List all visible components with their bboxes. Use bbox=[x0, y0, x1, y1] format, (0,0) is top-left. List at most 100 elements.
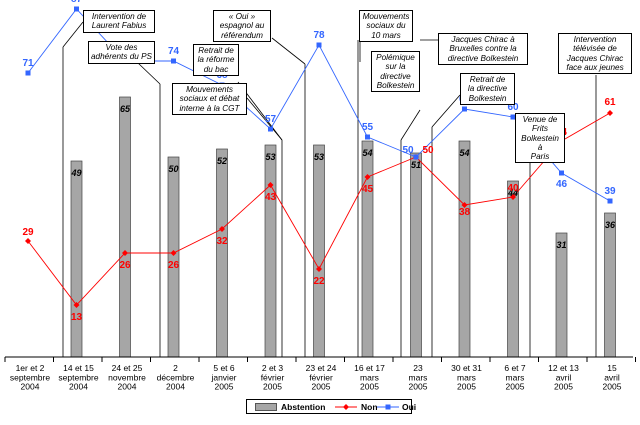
annotation-line: face aux jeunes bbox=[566, 62, 624, 72]
event-leader-line bbox=[62, 21, 84, 48]
abstention-value-label: 54 bbox=[362, 148, 372, 158]
legend-non-label: Non bbox=[361, 402, 378, 412]
oui-point bbox=[74, 6, 79, 12]
legend-abstention-swatch bbox=[255, 403, 277, 411]
annotation-line: interne à la CGT bbox=[179, 103, 240, 113]
annotation-chirac-bruxelles: Jacques Chirac à Bruxelles contre la direc… bbox=[438, 33, 528, 65]
x-tick-label: 6 et 7 mars 2005 bbox=[504, 363, 526, 392]
annotation-line: Frits bbox=[532, 124, 548, 134]
annotation-line: Mouvements bbox=[186, 85, 233, 94]
abstention-value-label: 51 bbox=[411, 160, 421, 170]
non-point bbox=[364, 174, 371, 180]
x-tick-label: 2 décembre 2004 bbox=[157, 363, 195, 392]
x-tick-label-line: 14 et 15 bbox=[63, 363, 94, 373]
abstention-bar bbox=[167, 156, 180, 358]
annotation-line: Bolkestein bbox=[376, 80, 415, 90]
non-value-label: 22 bbox=[313, 276, 325, 287]
oui-value-label: 74 bbox=[168, 46, 180, 57]
annotation-mouvements-10-mars: Mouvements sociaux du 10 mars bbox=[359, 10, 413, 42]
oui-value-label: 55 bbox=[362, 122, 374, 133]
x-tick-label: 15 avril 2005 bbox=[603, 363, 622, 392]
x-tick-label-line: décembre bbox=[157, 372, 195, 382]
oui-value-label: 57 bbox=[265, 114, 277, 125]
abstention-value-label: 44 bbox=[507, 188, 518, 198]
legend-oui-label: Oui bbox=[402, 402, 417, 412]
x-tick-label: 5 et 6 janvier 2005 bbox=[210, 363, 236, 392]
x-tick-label-line: 2005 bbox=[409, 382, 428, 392]
x-tick-label-line: 2005 bbox=[312, 382, 331, 392]
annotation-line: sociaux du bbox=[366, 21, 406, 31]
annotation-line: Intervention bbox=[573, 35, 617, 44]
annotation-line: Retrait de bbox=[469, 75, 506, 84]
annotation-line: Retrait de bbox=[198, 46, 234, 55]
oui-point bbox=[510, 114, 516, 120]
abstention-bar bbox=[216, 148, 228, 358]
x-tick-label-line: 23 et 24 bbox=[306, 363, 337, 373]
abstention-bar bbox=[604, 212, 616, 358]
non-point bbox=[510, 194, 516, 200]
annotation-vote-ps: Vote des adhérents du PS bbox=[88, 41, 155, 64]
x-tick-label-line: 2005 bbox=[603, 382, 622, 392]
legend: Abstention Non Oui bbox=[246, 399, 416, 414]
annotation-line: Intervention de bbox=[91, 12, 147, 21]
x-tick-label-line: février bbox=[309, 372, 333, 382]
x-tick-label-line: 24 et 25 bbox=[112, 363, 143, 373]
non-point bbox=[73, 302, 80, 308]
annotation-line: Jacques Chirac bbox=[566, 53, 624, 63]
abstention-bar bbox=[70, 160, 83, 358]
abstention-bars bbox=[70, 96, 616, 358]
x-tick-label-line: 2004 bbox=[166, 382, 185, 392]
abstention-value-label: 54 bbox=[459, 148, 469, 158]
annotation-line: Bruxelles contre la bbox=[449, 44, 517, 54]
annotation-line: Jacques Chirac à bbox=[451, 35, 515, 44]
legend-oui-swatch bbox=[377, 404, 399, 410]
annotation-line: Paris bbox=[530, 152, 550, 162]
annotation-line: du bac bbox=[203, 64, 229, 74]
event-markers bbox=[62, 21, 597, 357]
abstention-value-label: 53 bbox=[314, 152, 324, 162]
non-value-label: 40 bbox=[507, 183, 519, 194]
oui-value-label: 60 bbox=[507, 102, 519, 113]
non-value-label: 26 bbox=[168, 260, 180, 271]
x-tick-label-line: 2 et 3 bbox=[262, 363, 284, 373]
abstention-value-label: 50 bbox=[168, 164, 178, 174]
abstention-bar bbox=[119, 96, 131, 358]
non-point bbox=[219, 226, 225, 232]
annotation-line: sur la bbox=[385, 62, 406, 72]
annotation-line: la réforme bbox=[197, 55, 235, 65]
x-tick-label-line: 16 et 17 bbox=[354, 363, 385, 373]
annotation-venue-bolkestein: Venue de Frits Bolkestein à Paris bbox=[515, 113, 565, 164]
abstention-bar bbox=[507, 180, 519, 358]
x-tick-label: 24 et 25 novembre 2004 bbox=[108, 363, 146, 392]
event-leader-line bbox=[246, 97, 283, 141]
non-value-label: 50 bbox=[422, 145, 434, 156]
x-tick-label: 12 et 13 avril 2005 bbox=[548, 363, 579, 392]
x-tick-label-line: avril bbox=[556, 372, 572, 382]
x-tick-label-line: 2005 bbox=[457, 382, 476, 392]
x-tick-label-line: mars bbox=[506, 372, 525, 382]
annotation-line: Venue de bbox=[522, 115, 558, 124]
annotation-mouvements-cgt: Mouvements sociaux et débat interne à la C… bbox=[172, 83, 247, 115]
oui-value-label: 50 bbox=[402, 145, 414, 156]
x-tick-label: 2 et 3 février 2005 bbox=[261, 363, 285, 392]
non-point bbox=[122, 250, 128, 256]
x-tick-label-line: avril bbox=[604, 372, 620, 382]
oui-point bbox=[607, 198, 613, 204]
annotation-line: directive Bolkestein bbox=[447, 53, 519, 63]
annotation-line: Mouvements bbox=[362, 12, 410, 21]
abstention-value-label: 52 bbox=[217, 156, 227, 166]
annotation-fabius: Intervention de Laurent Fabius bbox=[83, 10, 155, 33]
annotation-line: Bolkestein bbox=[468, 93, 507, 103]
oui-value-label: 39 bbox=[604, 186, 616, 197]
event-leader-line bbox=[271, 37, 306, 65]
annotation-line: Bolkestein à bbox=[521, 133, 559, 152]
x-tick-label: 1er et 2 septembre 2004 bbox=[10, 363, 50, 392]
annotation-oui-espagnol: « Oui » espagnol au référendum bbox=[213, 10, 271, 42]
x-tick-label-line: mars bbox=[360, 372, 379, 382]
non-value-label: 32 bbox=[216, 236, 228, 247]
oui-point bbox=[316, 42, 322, 48]
x-tick-label: 30 et 31 mars 2005 bbox=[451, 363, 482, 392]
oui-value-label: 87 bbox=[71, 0, 83, 5]
